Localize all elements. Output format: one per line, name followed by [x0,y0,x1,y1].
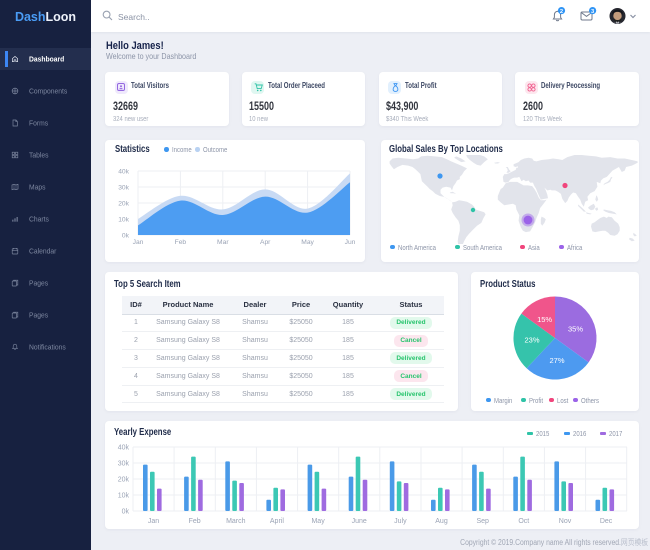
svg-text:15%: 15% [537,315,552,324]
svg-text:10k: 10k [118,493,130,500]
svg-text:Aug: Aug [435,518,448,525]
svg-text:Feb: Feb [175,239,187,246]
svg-text:Jun: Jun [345,239,356,246]
svg-text:Apr: Apr [260,239,271,246]
svg-text:23%: 23% [524,336,539,345]
svg-text:May: May [311,518,325,525]
svg-text:June: June [352,518,367,525]
svg-text:20k: 20k [118,477,130,484]
svg-text:Jan: Jan [148,518,159,525]
svg-text:30k: 30k [118,461,130,468]
svg-text:40k: 40k [118,445,130,452]
svg-text:Dec: Dec [600,518,613,525]
svg-text:0k: 0k [122,233,130,240]
svg-text:0k: 0k [122,509,130,516]
svg-text:Feb: Feb [189,518,201,525]
svg-text:Oct: Oct [518,518,529,525]
svg-text:Mar: Mar [217,239,229,246]
svg-text:Nov: Nov [559,518,572,525]
svg-text:2: 2 [560,9,563,15]
svg-text:10k: 10k [118,217,129,224]
svg-text:40k: 40k [118,169,129,176]
svg-text:Sep: Sep [476,518,489,525]
svg-text:35%: 35% [568,325,583,334]
svg-text:March: March [226,518,246,525]
svg-text:3: 3 [591,9,595,15]
svg-text:30k: 30k [118,185,129,192]
svg-text:April: April [270,518,284,525]
svg-text:May: May [301,239,314,246]
svg-text:27%: 27% [549,356,564,365]
svg-text:Jan: Jan [133,239,144,246]
svg-text:20k: 20k [118,201,129,208]
svg-text:July: July [394,518,407,525]
